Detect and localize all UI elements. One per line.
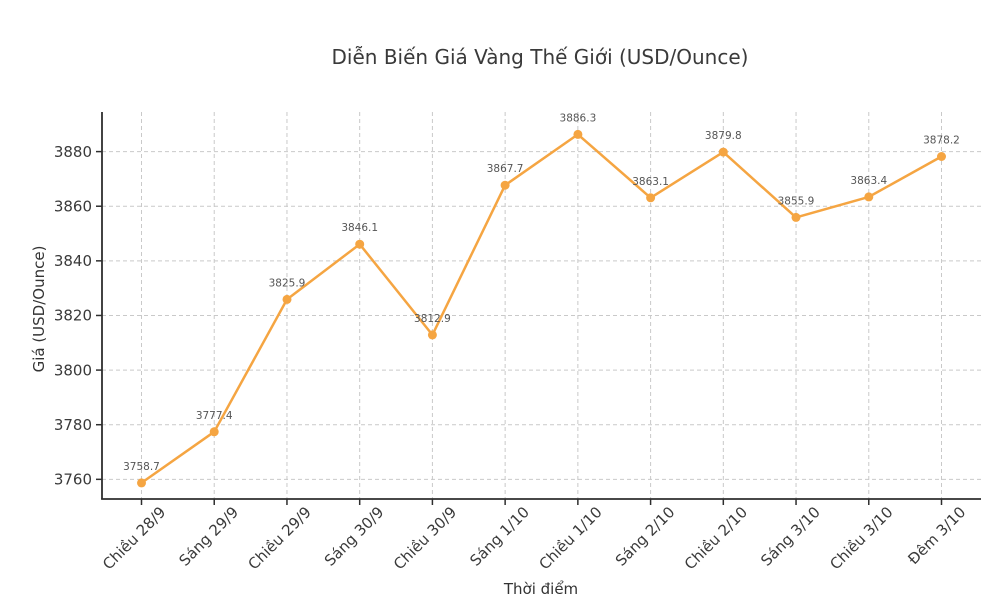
data-point-11	[937, 152, 946, 161]
data-point-label-11: 3878.2	[923, 135, 960, 147]
data-point-4	[427, 330, 437, 340]
data-point-label-0: 3758.7	[123, 461, 160, 473]
x-tick-label-8: Chiều 2/10	[681, 503, 751, 573]
y-tick-label-3860: 3860	[54, 197, 92, 215]
data-point-6	[573, 129, 583, 139]
chart-title: Diễn Biến Giá Vàng Thế Giới (USD/Ounce)	[332, 45, 749, 69]
data-point-0	[137, 478, 146, 488]
data-point-label-4: 3812.9	[414, 313, 451, 325]
x-tick-label-3: Sáng 30/9	[321, 503, 388, 570]
data-point-label-1: 3777.4	[196, 410, 233, 422]
y-tick-label-3820: 3820	[54, 307, 92, 325]
data-point-label-8: 3879.8	[705, 130, 742, 142]
data-point-3	[355, 239, 365, 249]
x-tick-label-6: Chiều 1/10	[535, 503, 605, 573]
x-tick-label-5: Sáng 1/10	[466, 503, 533, 570]
grid-layer	[102, 112, 981, 499]
y-tick-label-3800: 3800	[54, 361, 92, 379]
data-point-label-7: 3863.1	[632, 176, 669, 188]
x-tick-label-11: Đêm 3/10	[904, 503, 969, 568]
price-line	[140, 133, 943, 485]
data-point-7	[646, 193, 656, 203]
data-point-label-9: 3855.9	[778, 195, 815, 207]
x-tick-label-10: Chiều 3/10	[826, 503, 896, 573]
x-tick-label-0: Chiều 28/9	[99, 503, 169, 573]
x-tick-label-1: Sáng 29/9	[175, 503, 242, 570]
data-point-label-3: 3846.1	[341, 222, 378, 234]
y-tick-label-3840: 3840	[54, 252, 92, 270]
data-point-10	[864, 192, 874, 202]
data-point-label-5: 3867.7	[487, 163, 524, 175]
data-point-label-2: 3825.9	[269, 277, 306, 289]
data-point-label-6: 3886.3	[560, 112, 597, 124]
series-layer	[137, 129, 946, 488]
data-point-label-10: 3863.4	[850, 175, 887, 187]
x-tick-label-2: Chiều 29/9	[245, 503, 315, 573]
x-axis-title: Thời điểm	[503, 580, 578, 598]
data-point-5	[500, 180, 510, 190]
x-tick-label-4: Chiều 30/9	[390, 503, 460, 573]
data-point-9	[791, 212, 801, 222]
y-tick-label-3780: 3780	[54, 416, 92, 434]
data-point-1	[209, 427, 219, 437]
y-tick-label-3880: 3880	[54, 143, 92, 161]
y-tick-label-3760: 3760	[54, 471, 92, 489]
x-tick-label-9: Sáng 3/10	[757, 503, 824, 570]
data-point-8	[718, 147, 728, 157]
data-point-2	[282, 294, 292, 304]
y-axis-title: Giá (USD/Ounce)	[30, 246, 48, 373]
data-label-layer: 3758.7 3777.4 3825.9 3846.1 3812.9 3867.7 3886…	[123, 112, 960, 473]
x-tick-label-7: Sáng 2/10	[612, 503, 679, 570]
